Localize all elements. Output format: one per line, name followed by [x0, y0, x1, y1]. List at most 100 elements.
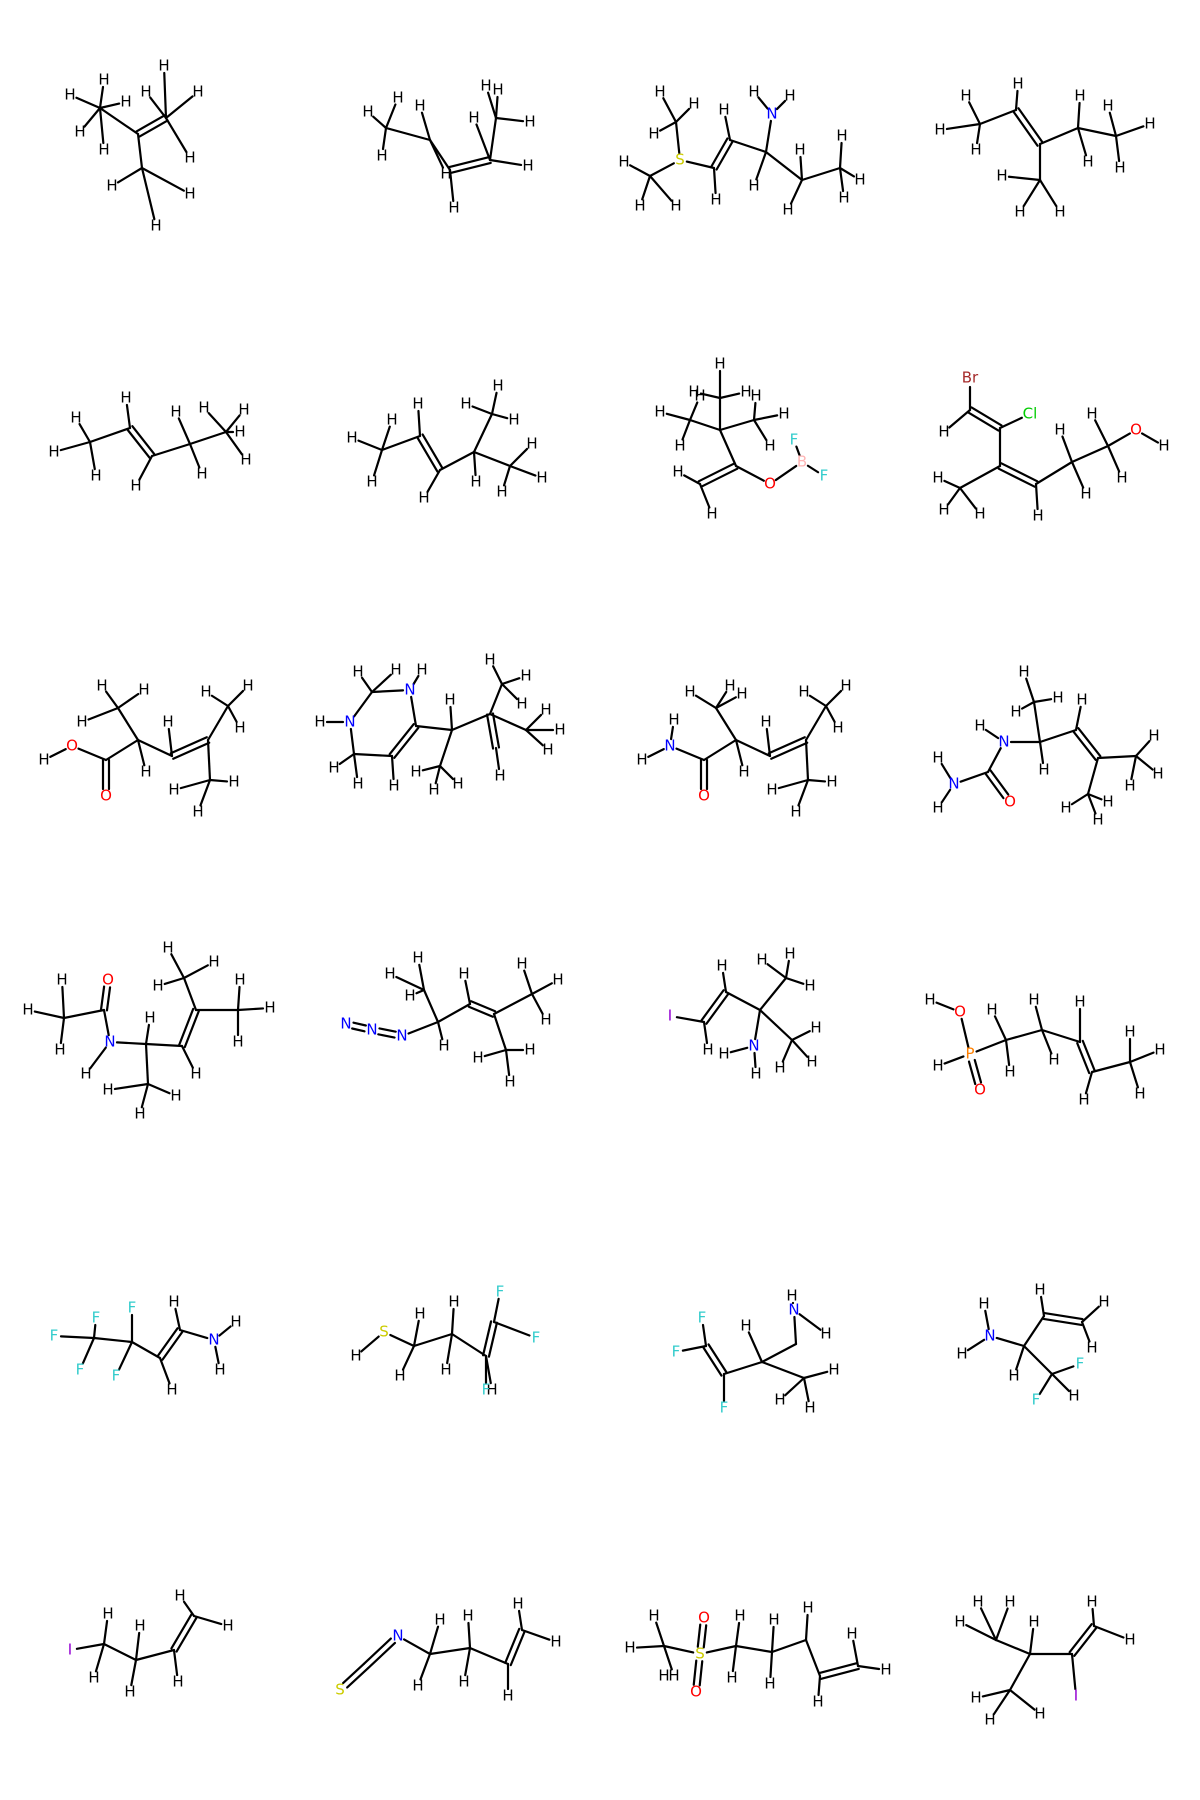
bond — [1022, 1314, 1046, 1348]
bond-double — [175, 1616, 198, 1653]
atom-label: H — [130, 477, 141, 495]
atom-label: H — [838, 189, 849, 207]
atom-label: N — [340, 1015, 351, 1033]
atom-label: H — [750, 387, 761, 405]
bond — [428, 1625, 440, 1656]
atom-label: H — [106, 177, 117, 195]
atom-label: H — [440, 165, 451, 183]
atom-label: H — [166, 1381, 177, 1399]
bond — [755, 150, 768, 181]
bond — [94, 1642, 106, 1673]
atom-label: H — [174, 1587, 185, 1605]
atom-label: H — [140, 83, 151, 101]
atom-label: H — [208, 953, 219, 971]
atom-label: H — [672, 463, 683, 481]
bond — [1076, 126, 1118, 138]
atom-label: H — [190, 1065, 201, 1083]
atom-label: H — [470, 473, 481, 491]
bond — [524, 728, 544, 747]
bond — [765, 727, 772, 758]
atom-label: H — [352, 775, 363, 793]
atom-label: H — [168, 781, 179, 799]
atom-label: H — [508, 411, 519, 429]
bond — [130, 1340, 162, 1360]
atom-label: H — [362, 103, 373, 121]
bond — [1008, 1652, 1032, 1692]
bond-double — [131, 425, 156, 456]
atom-label: H — [184, 185, 195, 203]
bond — [659, 120, 678, 132]
bond — [940, 788, 952, 804]
bond-double — [135, 114, 166, 133]
atom-label: H — [494, 767, 505, 785]
bond — [1070, 460, 1085, 489]
atom-label: H — [774, 1391, 785, 1409]
bond — [450, 712, 492, 732]
bond — [88, 426, 132, 444]
atom-label: H — [1116, 469, 1127, 487]
bond — [662, 1644, 673, 1671]
atom-label: N — [984, 1327, 995, 1345]
bond — [167, 727, 174, 758]
atom-label: H — [222, 1617, 233, 1635]
bond — [338, 752, 356, 766]
bond — [448, 168, 455, 203]
atom-label: H — [634, 197, 645, 215]
atom-label: H — [1034, 1281, 1045, 1299]
bond — [789, 178, 804, 205]
atom-label: H — [718, 101, 729, 119]
atom-label: H — [418, 489, 429, 507]
bond — [412, 1319, 420, 1348]
bond — [799, 155, 804, 182]
bond — [357, 439, 384, 452]
atom-label: H — [120, 93, 131, 111]
bond — [502, 464, 512, 487]
bond-double — [1073, 1626, 1098, 1657]
atom-label: H — [76, 713, 87, 731]
bond — [89, 1046, 107, 1070]
atom-label: H — [1082, 153, 1093, 171]
bond — [979, 1607, 998, 1642]
bond — [966, 1338, 986, 1352]
bond — [838, 166, 856, 178]
bond — [1084, 1070, 1094, 1095]
atom-label: H — [938, 423, 949, 441]
atom-label: F — [496, 1283, 505, 1301]
bond — [698, 482, 711, 509]
bond — [384, 103, 397, 130]
bond-double — [702, 1624, 708, 1649]
atom-label: H — [162, 713, 173, 731]
bond — [804, 1613, 809, 1642]
atom-label: H — [134, 1105, 145, 1123]
atom-label: H — [440, 1361, 451, 1379]
bond — [752, 401, 757, 422]
bond — [471, 405, 494, 416]
bond — [372, 448, 384, 477]
atom-label: H — [706, 505, 717, 523]
bond-double — [997, 467, 1036, 488]
atom-label: H — [668, 711, 679, 729]
bond-double — [467, 1005, 494, 1018]
bond — [105, 690, 120, 710]
bond — [784, 1376, 806, 1397]
bond-double — [449, 161, 492, 175]
bond — [172, 1648, 179, 1677]
bond — [182, 1600, 196, 1618]
bond — [838, 141, 843, 170]
bond — [718, 418, 756, 432]
bond — [158, 1356, 171, 1385]
bond — [199, 778, 212, 807]
atom-label: H — [1152, 765, 1163, 783]
atom-label: H — [542, 741, 553, 759]
bond-double — [970, 406, 1003, 427]
atom-label: H — [168, 1293, 179, 1311]
atom-label: H — [460, 395, 471, 413]
atom-label: H — [404, 987, 415, 1005]
atom-label: H — [806, 1053, 817, 1071]
atom-label: H — [412, 1677, 423, 1695]
atom-label: N — [396, 1027, 407, 1045]
bond — [1080, 1320, 1091, 1343]
